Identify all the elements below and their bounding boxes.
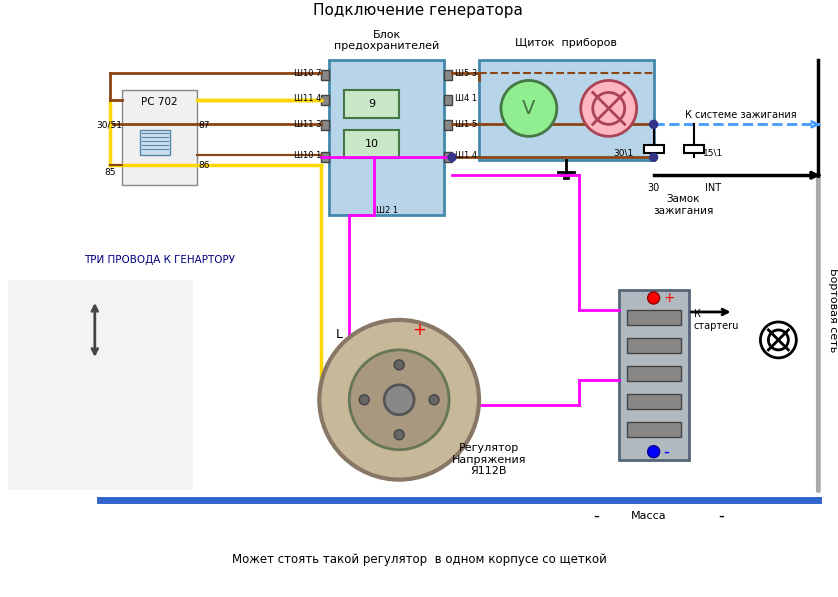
Circle shape (319, 320, 479, 479)
Text: К системе зажигания: К системе зажигания (685, 110, 796, 121)
Bar (627, 421, 680, 437)
Text: 30: 30 (648, 183, 660, 193)
Text: 10: 10 (365, 139, 379, 149)
Bar (140, 130, 169, 155)
Text: ТРИ ПРОВОДА К ГЕНАРТОРУ: ТРИ ПРОВОДА К ГЕНАРТОРУ (84, 255, 235, 265)
Circle shape (448, 153, 456, 161)
Circle shape (349, 350, 449, 450)
Text: Подключение генератора: Подключение генератора (313, 3, 523, 18)
Bar (684, 145, 704, 153)
Circle shape (581, 81, 637, 136)
Text: Бортовая сеть: Бортовая сеть (828, 268, 838, 352)
Text: 9: 9 (368, 100, 375, 109)
Bar (329, 60, 444, 215)
Text: L: L (336, 328, 343, 341)
Text: Ш10 7: Ш10 7 (293, 69, 321, 78)
Bar (444, 152, 452, 162)
Text: Ш1 4: Ш1 4 (455, 151, 477, 160)
Text: Ш11 4: Ш11 4 (293, 94, 321, 103)
Text: Замок
зажигания: Замок зажигания (654, 195, 714, 216)
Circle shape (384, 385, 414, 415)
Circle shape (648, 292, 660, 304)
Text: Ш2 1: Ш2 1 (375, 206, 398, 215)
Text: -: - (718, 506, 724, 525)
Text: 15\1: 15\1 (703, 149, 724, 158)
Text: Ш4 1: Ш4 1 (455, 94, 477, 103)
Circle shape (760, 322, 796, 358)
Bar (618, 290, 689, 460)
Bar (321, 70, 329, 81)
Text: INT: INT (706, 183, 722, 193)
Text: 85: 85 (104, 168, 116, 177)
Text: -: - (592, 506, 598, 525)
Bar (644, 145, 664, 153)
Circle shape (501, 81, 556, 136)
Circle shape (394, 360, 404, 370)
Text: РС 702: РС 702 (141, 97, 178, 107)
Text: Блок
предохранителей: Блок предохранителей (334, 30, 439, 51)
Text: -: - (664, 443, 670, 461)
Text: Ш5 3: Ш5 3 (455, 69, 477, 78)
Text: 30\1: 30\1 (613, 149, 634, 158)
Text: К
стартeru: К стартeru (694, 309, 739, 331)
Circle shape (649, 153, 658, 161)
Circle shape (360, 395, 370, 405)
Bar (344, 90, 399, 118)
Text: Щиток  приборов: Щиток приборов (515, 38, 618, 48)
Bar (627, 394, 680, 409)
Circle shape (649, 121, 658, 128)
Circle shape (429, 395, 439, 405)
Circle shape (394, 430, 404, 440)
Bar (321, 96, 329, 106)
Bar (479, 60, 654, 160)
Text: Масса: Масса (631, 510, 666, 521)
Circle shape (648, 446, 660, 458)
Text: Ш1 5: Ш1 5 (455, 120, 477, 129)
Text: V: V (522, 99, 535, 118)
Bar (627, 310, 680, 325)
Text: 30/51: 30/51 (96, 121, 123, 130)
Bar (444, 70, 452, 81)
Text: Регулятор
Напряжения
Я112В: Регулятор Напряжения Я112В (452, 443, 526, 476)
Bar (8, 280, 193, 490)
Bar (321, 121, 329, 130)
Text: 86: 86 (199, 161, 210, 170)
Text: Ш11 3: Ш11 3 (293, 120, 321, 129)
Text: Может стоять такой регулятор  в одном корпусе со щеткой: Может стоять такой регулятор в одном кор… (231, 553, 607, 566)
Text: +: + (412, 321, 426, 339)
Bar (444, 96, 452, 106)
Bar (321, 152, 329, 162)
Text: Ш10 1: Ш10 1 (293, 151, 321, 160)
Bar (444, 121, 452, 130)
Text: 87: 87 (199, 121, 210, 130)
Bar (627, 338, 680, 353)
Bar (344, 130, 399, 158)
Bar (627, 366, 680, 381)
Bar (122, 90, 197, 185)
Text: +: + (664, 291, 675, 305)
